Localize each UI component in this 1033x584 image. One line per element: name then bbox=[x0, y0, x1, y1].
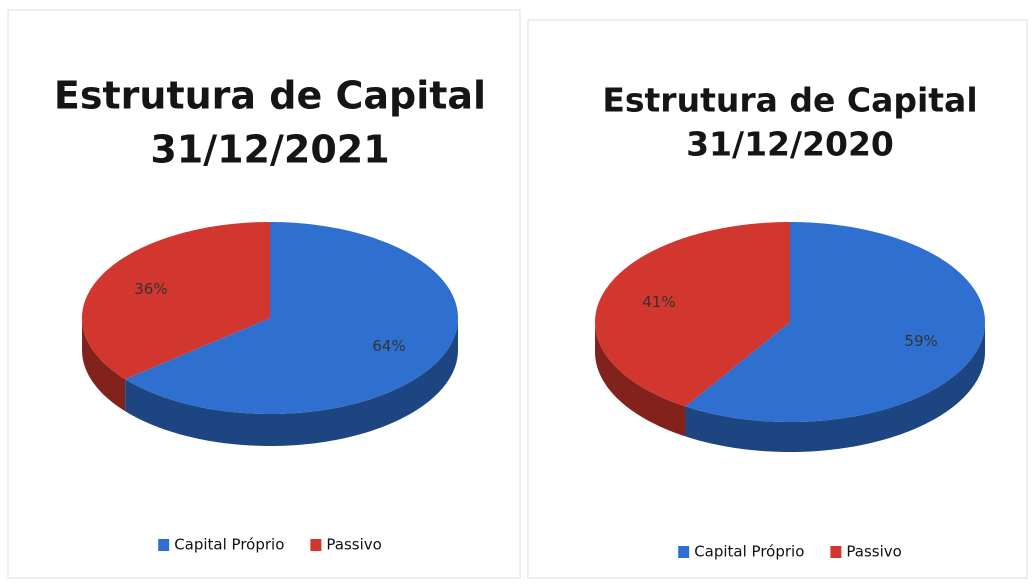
data-label: 36% bbox=[134, 280, 167, 298]
chart-title: Estrutura de Capital bbox=[54, 74, 486, 118]
legend-label: Capital Próprio bbox=[694, 543, 804, 561]
legend: Capital Próprio Passivo bbox=[158, 536, 382, 554]
slice bbox=[595, 222, 790, 407]
data-label: 41% bbox=[642, 293, 675, 311]
legend-swatch bbox=[678, 546, 690, 558]
chart-title: Estrutura de Capital bbox=[602, 81, 977, 120]
legend-label: Passivo bbox=[326, 536, 381, 554]
slice bbox=[82, 222, 270, 380]
slice-side bbox=[82, 318, 126, 412]
data-label: 59% bbox=[904, 332, 937, 350]
chart-title: 31/12/2021 bbox=[150, 128, 389, 172]
slice bbox=[685, 222, 985, 422]
chart-title: 31/12/2020 bbox=[686, 125, 894, 164]
legend-label: Passivo bbox=[846, 543, 901, 561]
legend-label: Capital Próprio bbox=[174, 536, 284, 554]
legend: Capital Próprio Passivo bbox=[678, 543, 902, 561]
slice bbox=[125, 222, 458, 414]
legend-swatch bbox=[830, 546, 842, 558]
legend-swatch bbox=[310, 539, 322, 551]
data-label: 64% bbox=[372, 337, 405, 355]
legend-swatch bbox=[158, 539, 170, 551]
slice-side bbox=[685, 322, 985, 452]
slice-side bbox=[125, 318, 459, 446]
slice-side bbox=[595, 322, 686, 437]
